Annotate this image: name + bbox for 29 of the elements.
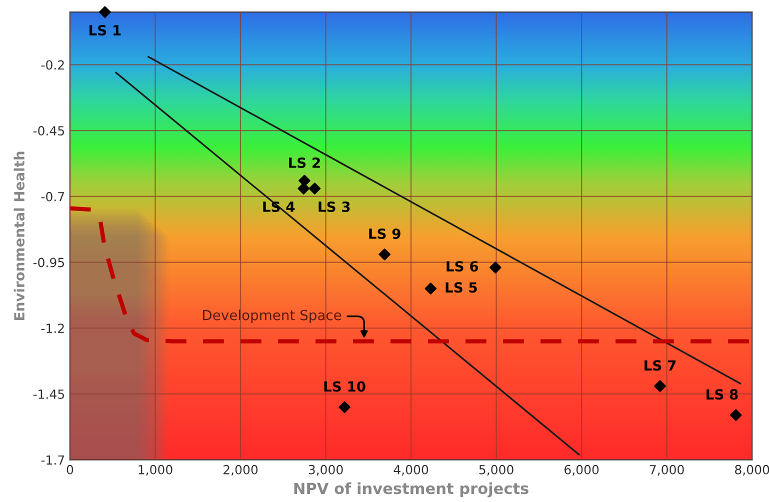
y-tick-label: -1.45: [33, 390, 64, 399]
x-tick-label: 7,000: [650, 464, 684, 476]
annotation: LS 9: [369, 228, 400, 239]
x-tick-label: 3,000: [308, 464, 343, 476]
x-tick-label: 6,000: [564, 464, 599, 476]
y-tick-label: -1.2: [41, 324, 64, 333]
annotation: LS 1: [90, 25, 121, 36]
annotation: LS 5: [446, 282, 477, 293]
annotation: Development Space: [203, 310, 342, 324]
annotation: LS 8: [706, 389, 738, 400]
x-axis-title: NPV of investment projects: [294, 482, 528, 498]
y-tick-label: -0.7: [41, 192, 64, 202]
y-tick-label: -0.45: [33, 126, 64, 136]
annotation: LS 4: [263, 201, 295, 212]
y-tick-label: -1.7: [41, 455, 64, 465]
x-tick-label: 1,000: [138, 464, 172, 476]
y-tick-label: -0.2: [41, 60, 64, 70]
x-tick-label: 2,000: [224, 464, 258, 476]
x-tick-label: 8,000: [735, 464, 769, 476]
x-tick-label: 4,000: [394, 464, 428, 476]
x-tick-label: 5,000: [479, 464, 514, 476]
annotation: LS 7: [644, 360, 676, 371]
annotation: LS 10: [324, 381, 366, 392]
y-axis-title: Environmental Health: [14, 152, 25, 320]
annotation: LS 2: [289, 157, 320, 168]
annotation: LS 6: [446, 261, 478, 272]
x-tick-label: 0: [66, 464, 74, 474]
annotation: LS 3: [318, 201, 350, 212]
y-tick-label: -0.95: [33, 258, 64, 268]
